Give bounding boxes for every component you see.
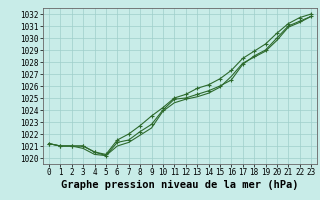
X-axis label: Graphe pression niveau de la mer (hPa): Graphe pression niveau de la mer (hPa) [61, 180, 299, 190]
